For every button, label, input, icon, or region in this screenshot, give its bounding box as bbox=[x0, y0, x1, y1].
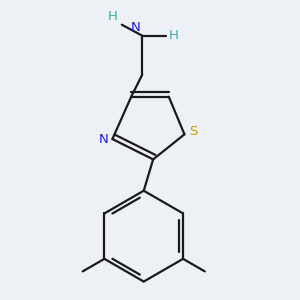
Text: H: H bbox=[169, 29, 179, 42]
Text: S: S bbox=[189, 125, 197, 138]
Text: N: N bbox=[131, 21, 141, 34]
Text: N: N bbox=[99, 133, 109, 146]
Text: H: H bbox=[108, 10, 118, 23]
